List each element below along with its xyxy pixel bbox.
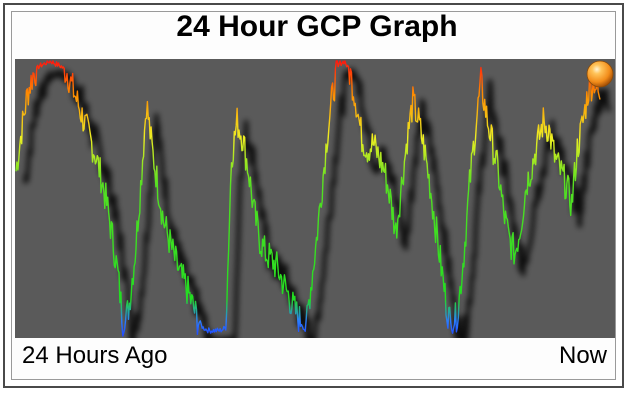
current-value-indicator[interactable] [586, 60, 614, 88]
series-line-shadow [23, 65, 611, 338]
chart-title: 24 Hour GCP Graph [176, 10, 458, 43]
gcp-plot-area [15, 59, 615, 338]
x-axis-start-label: 24 Hours Ago [22, 342, 168, 369]
x-axis-end-label: Now [558, 342, 607, 369]
series-line [15, 60, 601, 337]
